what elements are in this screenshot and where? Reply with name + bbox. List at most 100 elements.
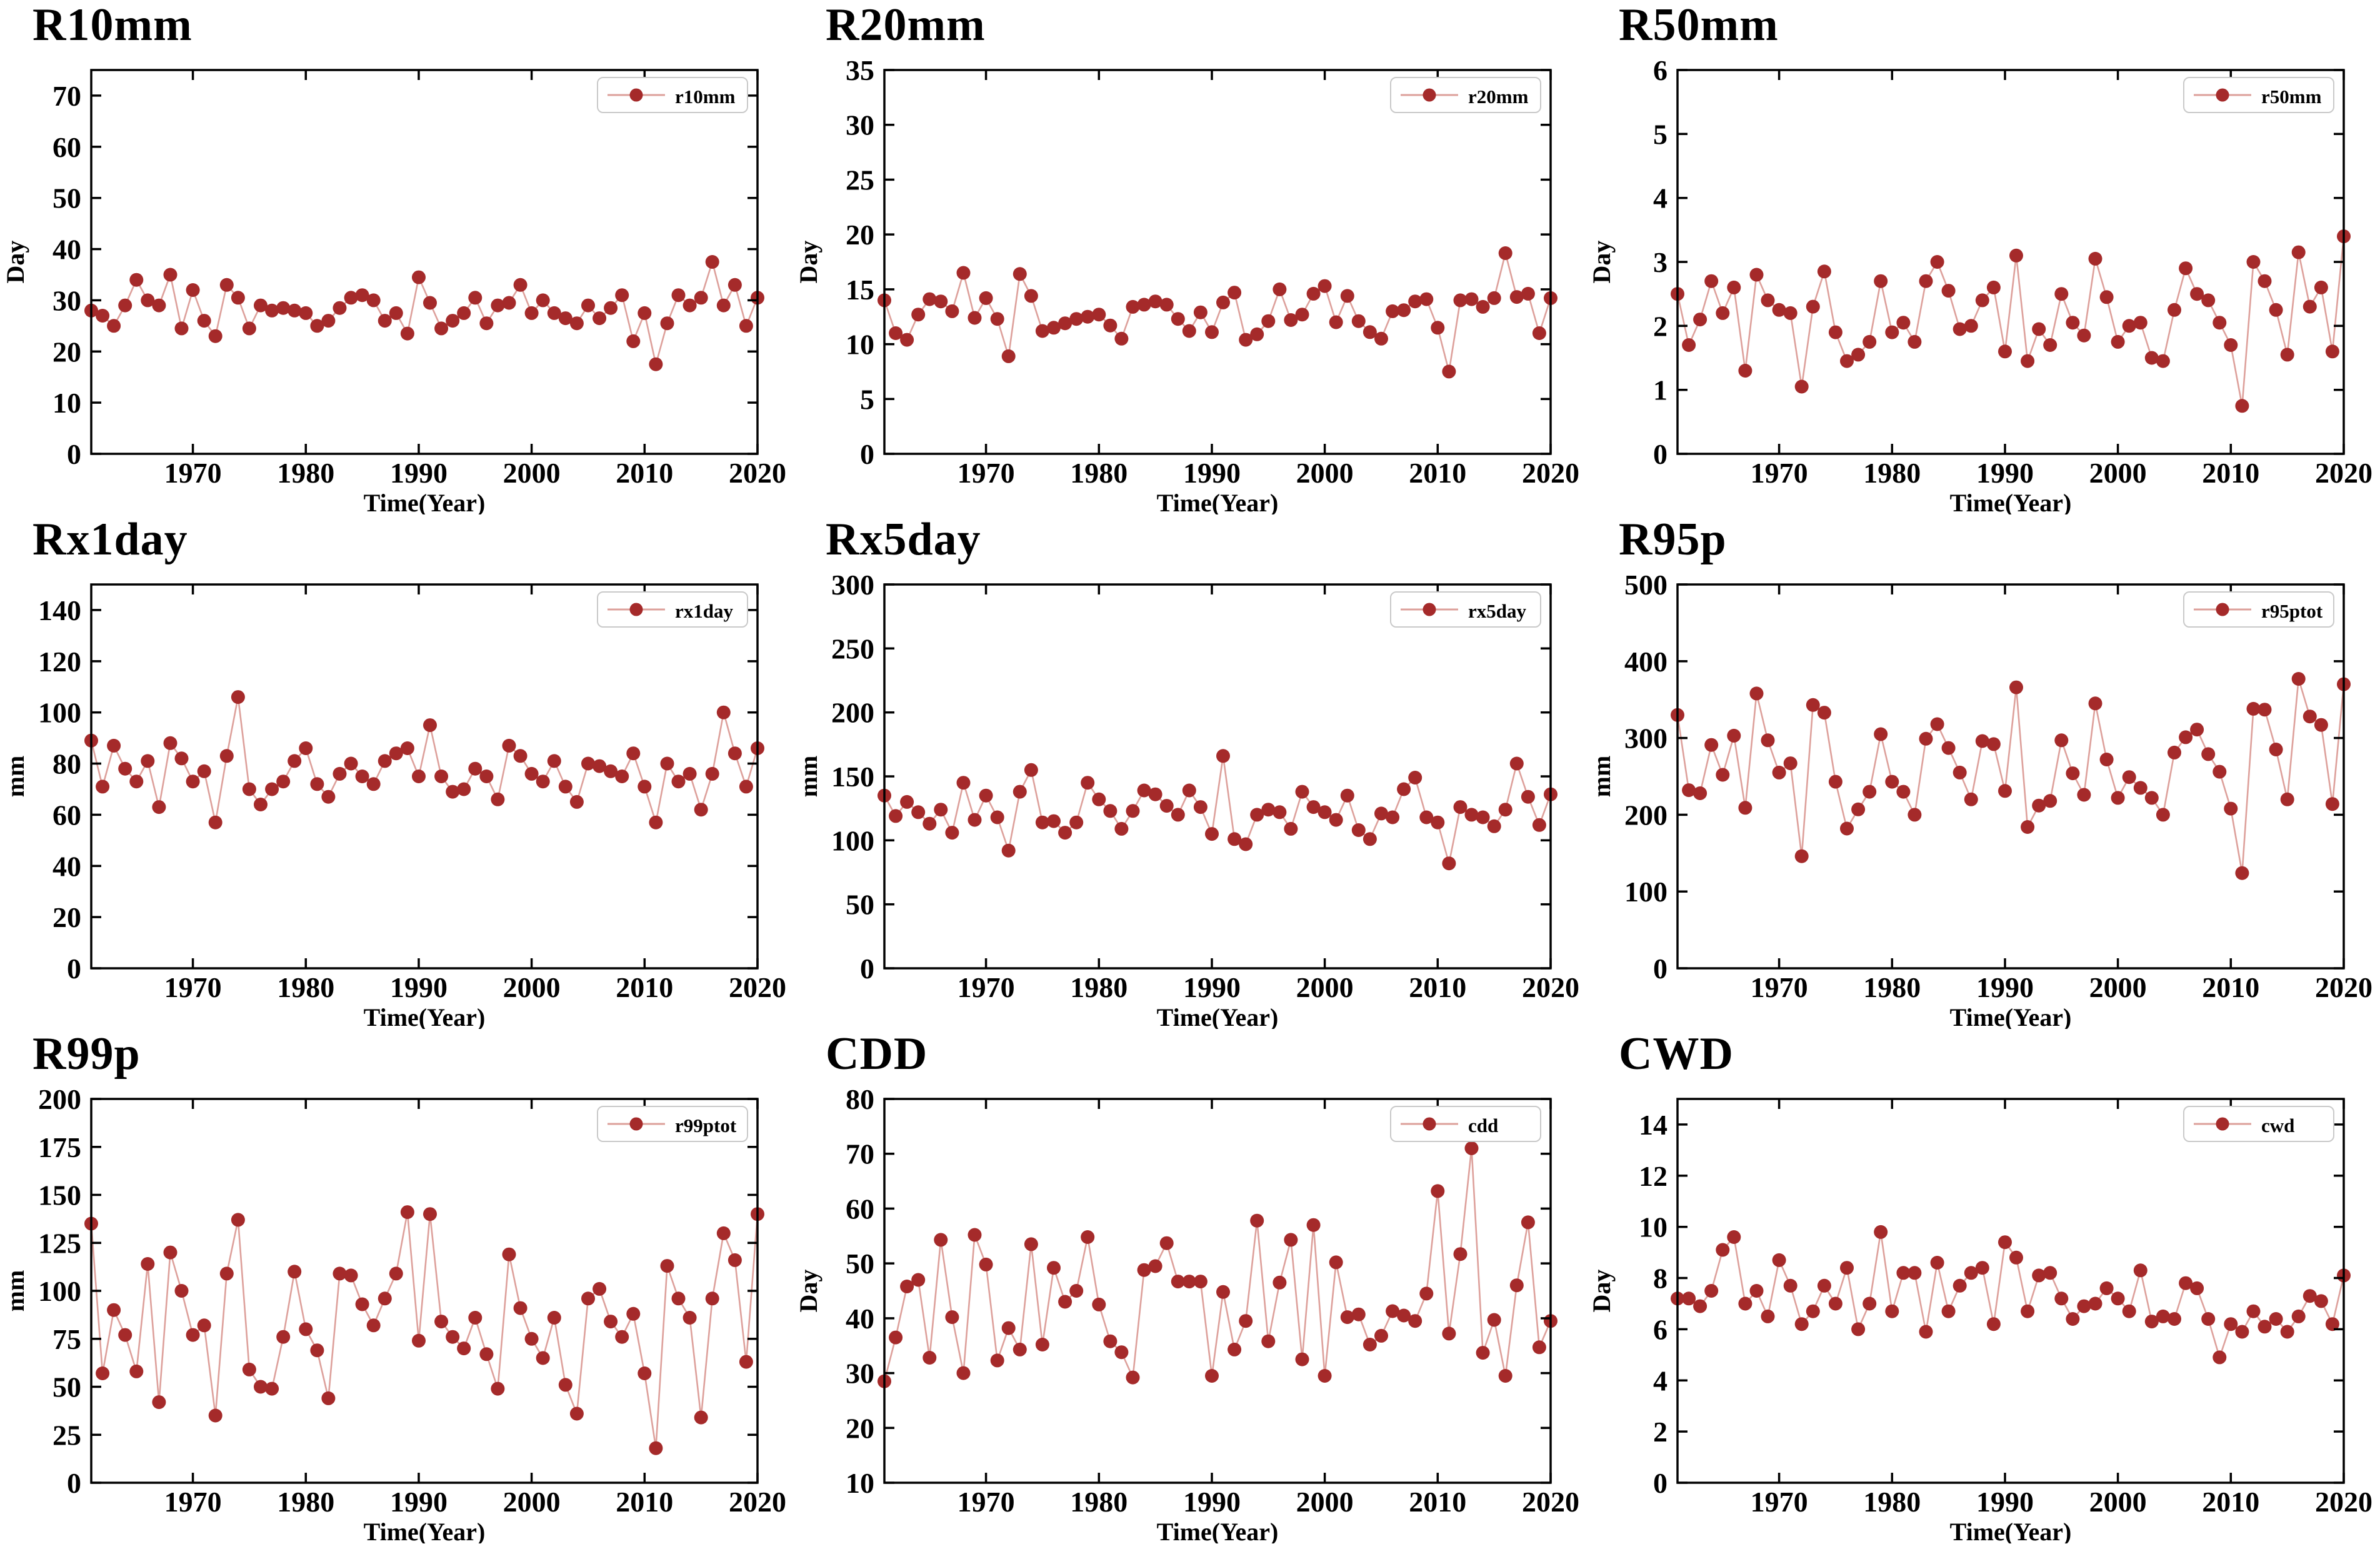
data-point (1092, 792, 1106, 806)
data-point (1047, 814, 1061, 828)
data-point (163, 268, 178, 282)
data-point (1783, 1278, 1798, 1293)
legend-marker-icon (1422, 88, 1436, 102)
data-point (1998, 344, 2012, 359)
x-tick-label: 2020 (2315, 457, 2372, 489)
data-point (2099, 753, 2114, 766)
chart-title: CWD (1619, 1028, 1734, 1080)
y-tick-label: 200 (831, 697, 874, 729)
data-point (536, 1351, 550, 1365)
data-point (1069, 1284, 1084, 1298)
y-axis-label: Day (1588, 241, 1616, 284)
plot-border (1676, 69, 2345, 455)
data-point (208, 329, 222, 343)
data-point (2032, 322, 2046, 336)
y-tick-label: 75 (52, 1323, 81, 1355)
y-tick-label: 8 (1653, 1263, 1668, 1295)
data-point (1431, 321, 1445, 335)
data-point (604, 301, 618, 315)
data-point (457, 306, 471, 320)
y-axis-label: mm (1, 756, 29, 798)
y-tick-label: 2 (1653, 1416, 1668, 1448)
y-tick-label: 25 (846, 164, 874, 196)
x-tick-label: 2000 (503, 971, 561, 1003)
data-point (2314, 718, 2328, 732)
x-tick-label: 1970 (958, 1486, 1015, 1518)
data-point (2122, 319, 2136, 333)
data-point (1908, 1266, 1922, 1280)
data-point (1001, 349, 1016, 363)
x-tick-label: 1980 (1070, 457, 1128, 489)
y-tick-label: 500 (1624, 569, 1668, 601)
data-point (1351, 823, 1366, 837)
data-point (1498, 803, 1512, 817)
data-point (1727, 728, 1741, 743)
data-point (626, 746, 641, 761)
data-point (1374, 1328, 1388, 1343)
x-axis-label: Time(Year) (364, 1003, 486, 1029)
data-point (219, 1266, 234, 1281)
x-tick-label: 2000 (1296, 1486, 1354, 1518)
y-tick-label: 15 (846, 274, 874, 306)
data-point (378, 754, 392, 768)
data-point (1374, 331, 1388, 346)
y-tick-label: 30 (846, 1358, 874, 1390)
data-point (332, 301, 347, 315)
data-point (2224, 801, 2238, 816)
legend-box (2183, 77, 2334, 113)
data-point (491, 298, 505, 313)
data-point (1261, 1334, 1276, 1348)
data-point (344, 291, 358, 305)
data-point (1024, 763, 1038, 777)
data-point (1532, 1340, 1546, 1355)
data-point (1464, 808, 1479, 822)
legend-marker-icon (2216, 1117, 2229, 1131)
data-point (118, 1328, 132, 1342)
data-point (682, 1311, 697, 1325)
data-point (705, 255, 719, 269)
data-point (2280, 792, 2294, 806)
data-point (1408, 1314, 1422, 1328)
x-tick-label: 1990 (1183, 457, 1241, 489)
data-point (1318, 1369, 1332, 1383)
data-point (1682, 1291, 1696, 1306)
data-point (1716, 768, 1730, 782)
data-point (2009, 1250, 2023, 1265)
chart-title: R50mm (1619, 0, 1779, 51)
data-point (1738, 364, 1752, 378)
data-point (1272, 1275, 1287, 1290)
data-point (174, 1284, 189, 1298)
data-point (1682, 783, 1696, 798)
data-point (1431, 815, 1445, 830)
data-point (1749, 686, 1764, 701)
x-tick-label: 2020 (2315, 1486, 2372, 1518)
data-point (900, 795, 914, 809)
data-point (1228, 832, 1242, 846)
data-point (265, 782, 279, 796)
legend-label: r99ptot (675, 1115, 737, 1136)
data-point (141, 754, 155, 768)
data-point (569, 795, 584, 809)
data-point (141, 1257, 155, 1271)
data-point (728, 278, 742, 292)
data-point (1171, 312, 1185, 326)
data-point (2156, 808, 2170, 822)
data-point (299, 741, 313, 755)
data-point (671, 288, 686, 303)
x-tick-label: 1990 (1183, 971, 1241, 1003)
data-point (1295, 308, 1309, 322)
data-point (2325, 344, 2339, 359)
x-tick-label: 1970 (1751, 971, 1808, 1003)
data-point (547, 306, 561, 320)
data-point (1159, 298, 1174, 312)
data-point (254, 298, 268, 313)
data-point (1261, 803, 1276, 817)
data-point (1114, 331, 1129, 346)
data-point (152, 1395, 166, 1410)
y-tick-label: 5 (860, 383, 874, 415)
data-point (682, 298, 697, 313)
legend: cwd (2183, 1106, 2334, 1142)
chart-r20mm: 1970 1980 1990 2000 2010 2020 0 5 10 15 20 25 30 35 Da… (793, 0, 1586, 514)
legend-marker-icon (2216, 88, 2229, 102)
data-point (1716, 306, 1730, 320)
